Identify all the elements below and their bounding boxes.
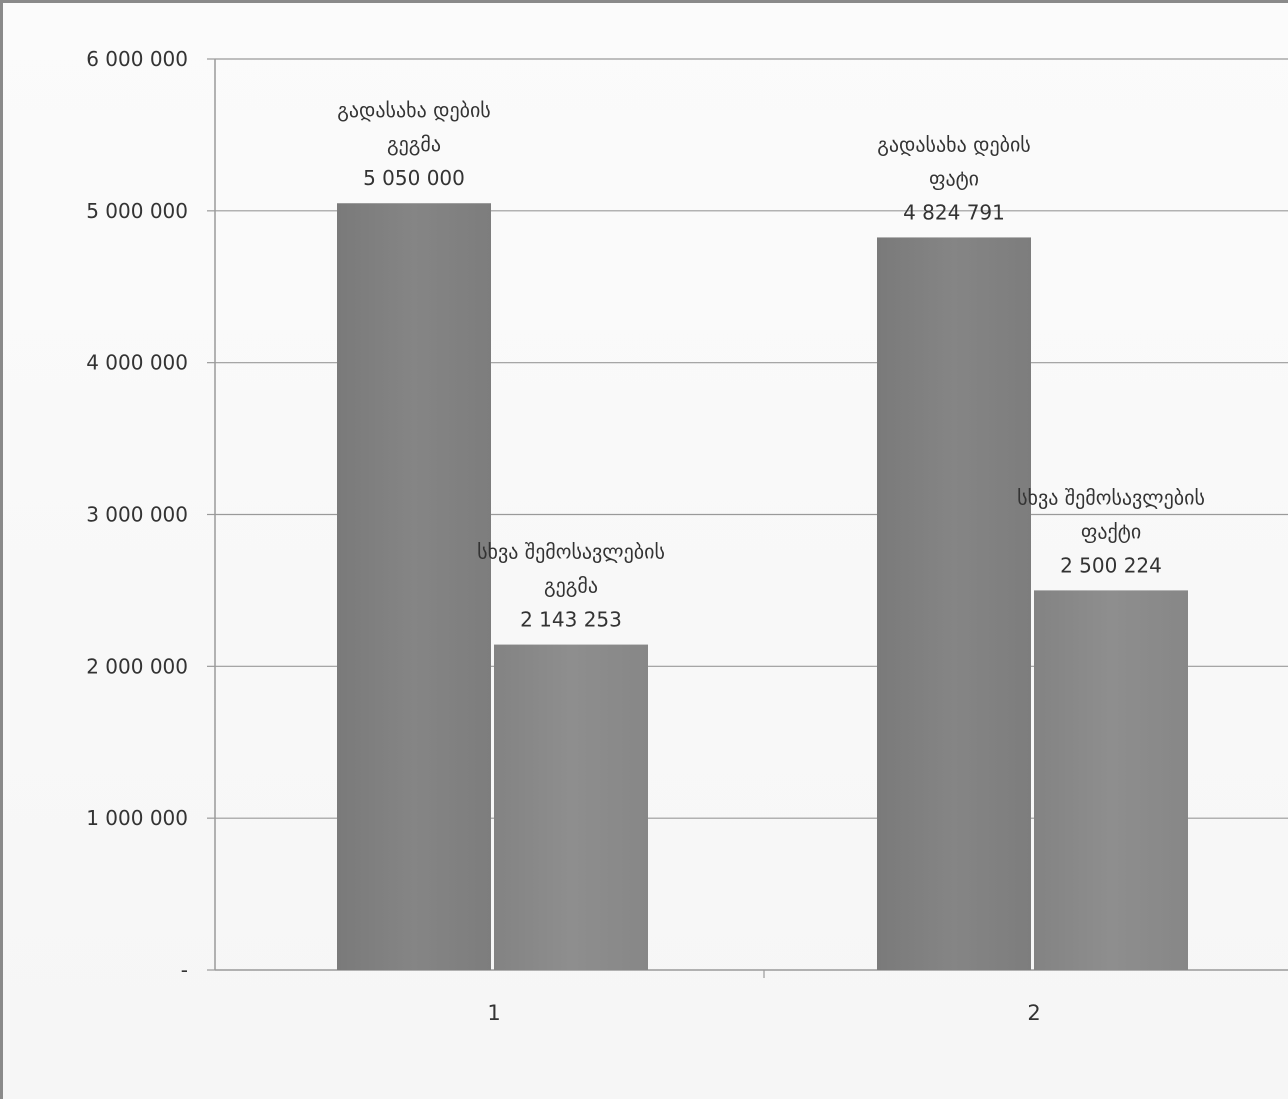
axes: - 1 000 000 2 000 000 3 000 000 4 000 000 5 0…	[86, 47, 1288, 1025]
bar-series-1-cat-2	[877, 237, 1031, 970]
bar-series-1-cat-1	[337, 203, 491, 970]
y-tick-label: 3 000 000	[86, 503, 188, 527]
y-tick-label: 6 000 000	[86, 47, 188, 71]
data-label: გადასახა დების	[877, 132, 1031, 156]
data-labels: გადასახა დების გეგმა 5 050 000 სხვა შემოსავ…	[337, 98, 1205, 631]
y-tick-label: 2 000 000	[86, 654, 188, 678]
data-label: გეგმა	[544, 574, 598, 598]
bar-series-2-cat-2	[1034, 590, 1188, 970]
y-tick-label: -	[181, 958, 188, 982]
data-label: სხვა შემოსავლების	[477, 540, 665, 564]
data-label: ფაქტი	[1081, 519, 1141, 543]
y-tick-label: 4 000 000	[86, 351, 188, 375]
data-label: 2 500 224	[1060, 553, 1162, 577]
x-tick-label: 2	[1027, 1001, 1040, 1025]
y-tick-label: 5 000 000	[86, 199, 188, 223]
data-label: 5 050 000	[363, 166, 465, 190]
data-label: 2 143 253	[520, 608, 622, 632]
bar-series-2-cat-1	[494, 644, 648, 970]
y-tick-label: 1 000 000	[86, 806, 188, 830]
bars	[337, 203, 1188, 970]
data-label: 4 824 791	[903, 200, 1005, 224]
data-label: სხვა შემოსავლების	[1017, 485, 1205, 509]
data-label: გეგმა	[387, 132, 441, 156]
data-label: ფატი	[929, 166, 979, 190]
data-label: გადასახა დების	[337, 98, 491, 122]
x-tick-label: 1	[487, 1001, 500, 1025]
